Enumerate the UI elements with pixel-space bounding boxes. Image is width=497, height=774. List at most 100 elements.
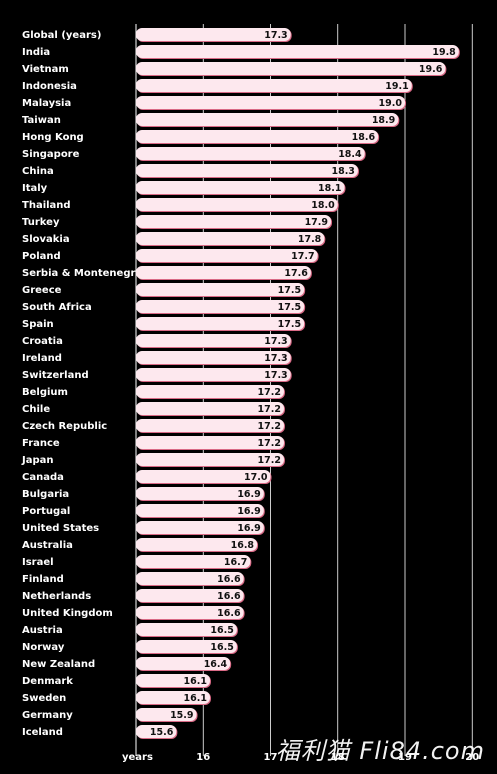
category-label: Germany — [22, 710, 73, 721]
bar — [136, 130, 379, 143]
data-label: 16.5 — [210, 625, 233, 636]
bar — [136, 62, 446, 75]
category-label: Vietnam — [22, 64, 69, 75]
data-label: 16.4 — [204, 659, 228, 670]
bar — [136, 657, 231, 670]
data-label: 19.1 — [385, 81, 408, 92]
bar — [136, 640, 237, 653]
data-label: 17.2 — [257, 438, 280, 449]
data-label: 18.4 — [338, 149, 362, 160]
bar — [136, 504, 264, 517]
category-label: Japan — [21, 455, 54, 466]
category-label: China — [22, 166, 54, 177]
category-label: New Zealand — [22, 659, 95, 670]
bar — [136, 589, 244, 602]
bar — [136, 300, 305, 313]
x-tick-label: 19 — [398, 752, 412, 763]
category-label: Ireland — [22, 353, 62, 364]
data-label: 15.6 — [150, 727, 174, 738]
data-label: 17.5 — [278, 285, 301, 296]
bar — [136, 215, 332, 228]
x-tick-label: 17 — [264, 752, 278, 763]
data-label: 17.5 — [278, 302, 301, 313]
category-label: Singapore — [22, 149, 80, 160]
category-label: Indonesia — [22, 81, 77, 92]
bar — [136, 198, 338, 211]
category-label: Austria — [22, 625, 63, 636]
bar — [136, 691, 210, 704]
bar — [136, 45, 459, 58]
bar — [136, 419, 284, 432]
category-label: United States — [22, 523, 99, 534]
category-label: South Africa — [22, 302, 92, 313]
category-label: Netherlands — [22, 591, 91, 602]
bar — [136, 96, 405, 109]
x-axis-label: years — [122, 752, 153, 763]
data-label: 18.6 — [352, 132, 376, 143]
bar — [136, 249, 318, 262]
bar — [136, 368, 291, 381]
data-label: 16.5 — [210, 642, 233, 653]
bar — [136, 725, 177, 738]
data-label: 17.5 — [278, 319, 301, 330]
category-label: Slovakia — [22, 234, 70, 245]
x-tick-label: 18 — [331, 752, 345, 763]
bar — [136, 181, 345, 194]
data-label: 17.7 — [291, 251, 314, 262]
category-label: Serbia & Montenegro — [22, 268, 142, 279]
bar — [136, 555, 251, 568]
bar — [136, 164, 358, 177]
category-label: Greece — [22, 285, 62, 296]
data-label: 16.9 — [237, 523, 260, 534]
category-label: Bulgaria — [22, 489, 69, 500]
category-label: United Kingdom — [22, 608, 113, 619]
data-label: 15.9 — [170, 710, 193, 721]
bar — [136, 470, 271, 483]
data-label: 16.6 — [217, 574, 241, 585]
category-label: Poland — [22, 251, 61, 262]
bar — [136, 674, 210, 687]
category-label: Switzerland — [22, 370, 89, 381]
bar — [136, 79, 412, 92]
category-label: Turkey — [22, 217, 60, 228]
bar — [136, 606, 244, 619]
category-label: Canada — [22, 472, 64, 483]
bar — [136, 113, 399, 126]
bar — [136, 385, 284, 398]
data-label: 17.6 — [284, 268, 308, 279]
data-label: 18.1 — [318, 183, 341, 194]
category-label: Croatia — [22, 336, 63, 347]
data-label: 17.3 — [264, 30, 287, 41]
category-label: Finland — [22, 574, 64, 585]
data-label: 16.6 — [217, 591, 241, 602]
data-label: 17.3 — [264, 336, 287, 347]
data-label: 16.1 — [184, 676, 207, 687]
data-label: 17.3 — [264, 353, 287, 364]
data-label: 17.2 — [257, 404, 280, 415]
bar — [136, 334, 291, 347]
data-label: 18.0 — [311, 200, 335, 211]
category-label: Sweden — [22, 693, 66, 704]
bar — [136, 317, 305, 330]
bar — [136, 147, 365, 160]
data-label: 19.0 — [379, 98, 403, 109]
data-label: 16.6 — [217, 608, 241, 619]
category-label: Chile — [22, 404, 50, 415]
category-label: France — [22, 438, 60, 449]
data-label: 17.0 — [244, 472, 268, 483]
category-label: Italy — [22, 183, 48, 194]
data-label: 19.6 — [419, 64, 443, 75]
category-label: Norway — [22, 642, 65, 653]
bar — [136, 232, 325, 245]
category-label: Belgium — [22, 387, 68, 398]
x-tick-label: 16 — [196, 752, 210, 763]
data-label: 17.2 — [257, 421, 280, 432]
bar — [136, 538, 258, 551]
bar — [136, 351, 291, 364]
category-label: Portugal — [22, 506, 70, 517]
bar — [136, 266, 311, 279]
data-label: 16.9 — [237, 489, 260, 500]
bar — [136, 453, 284, 466]
bar — [136, 487, 264, 500]
